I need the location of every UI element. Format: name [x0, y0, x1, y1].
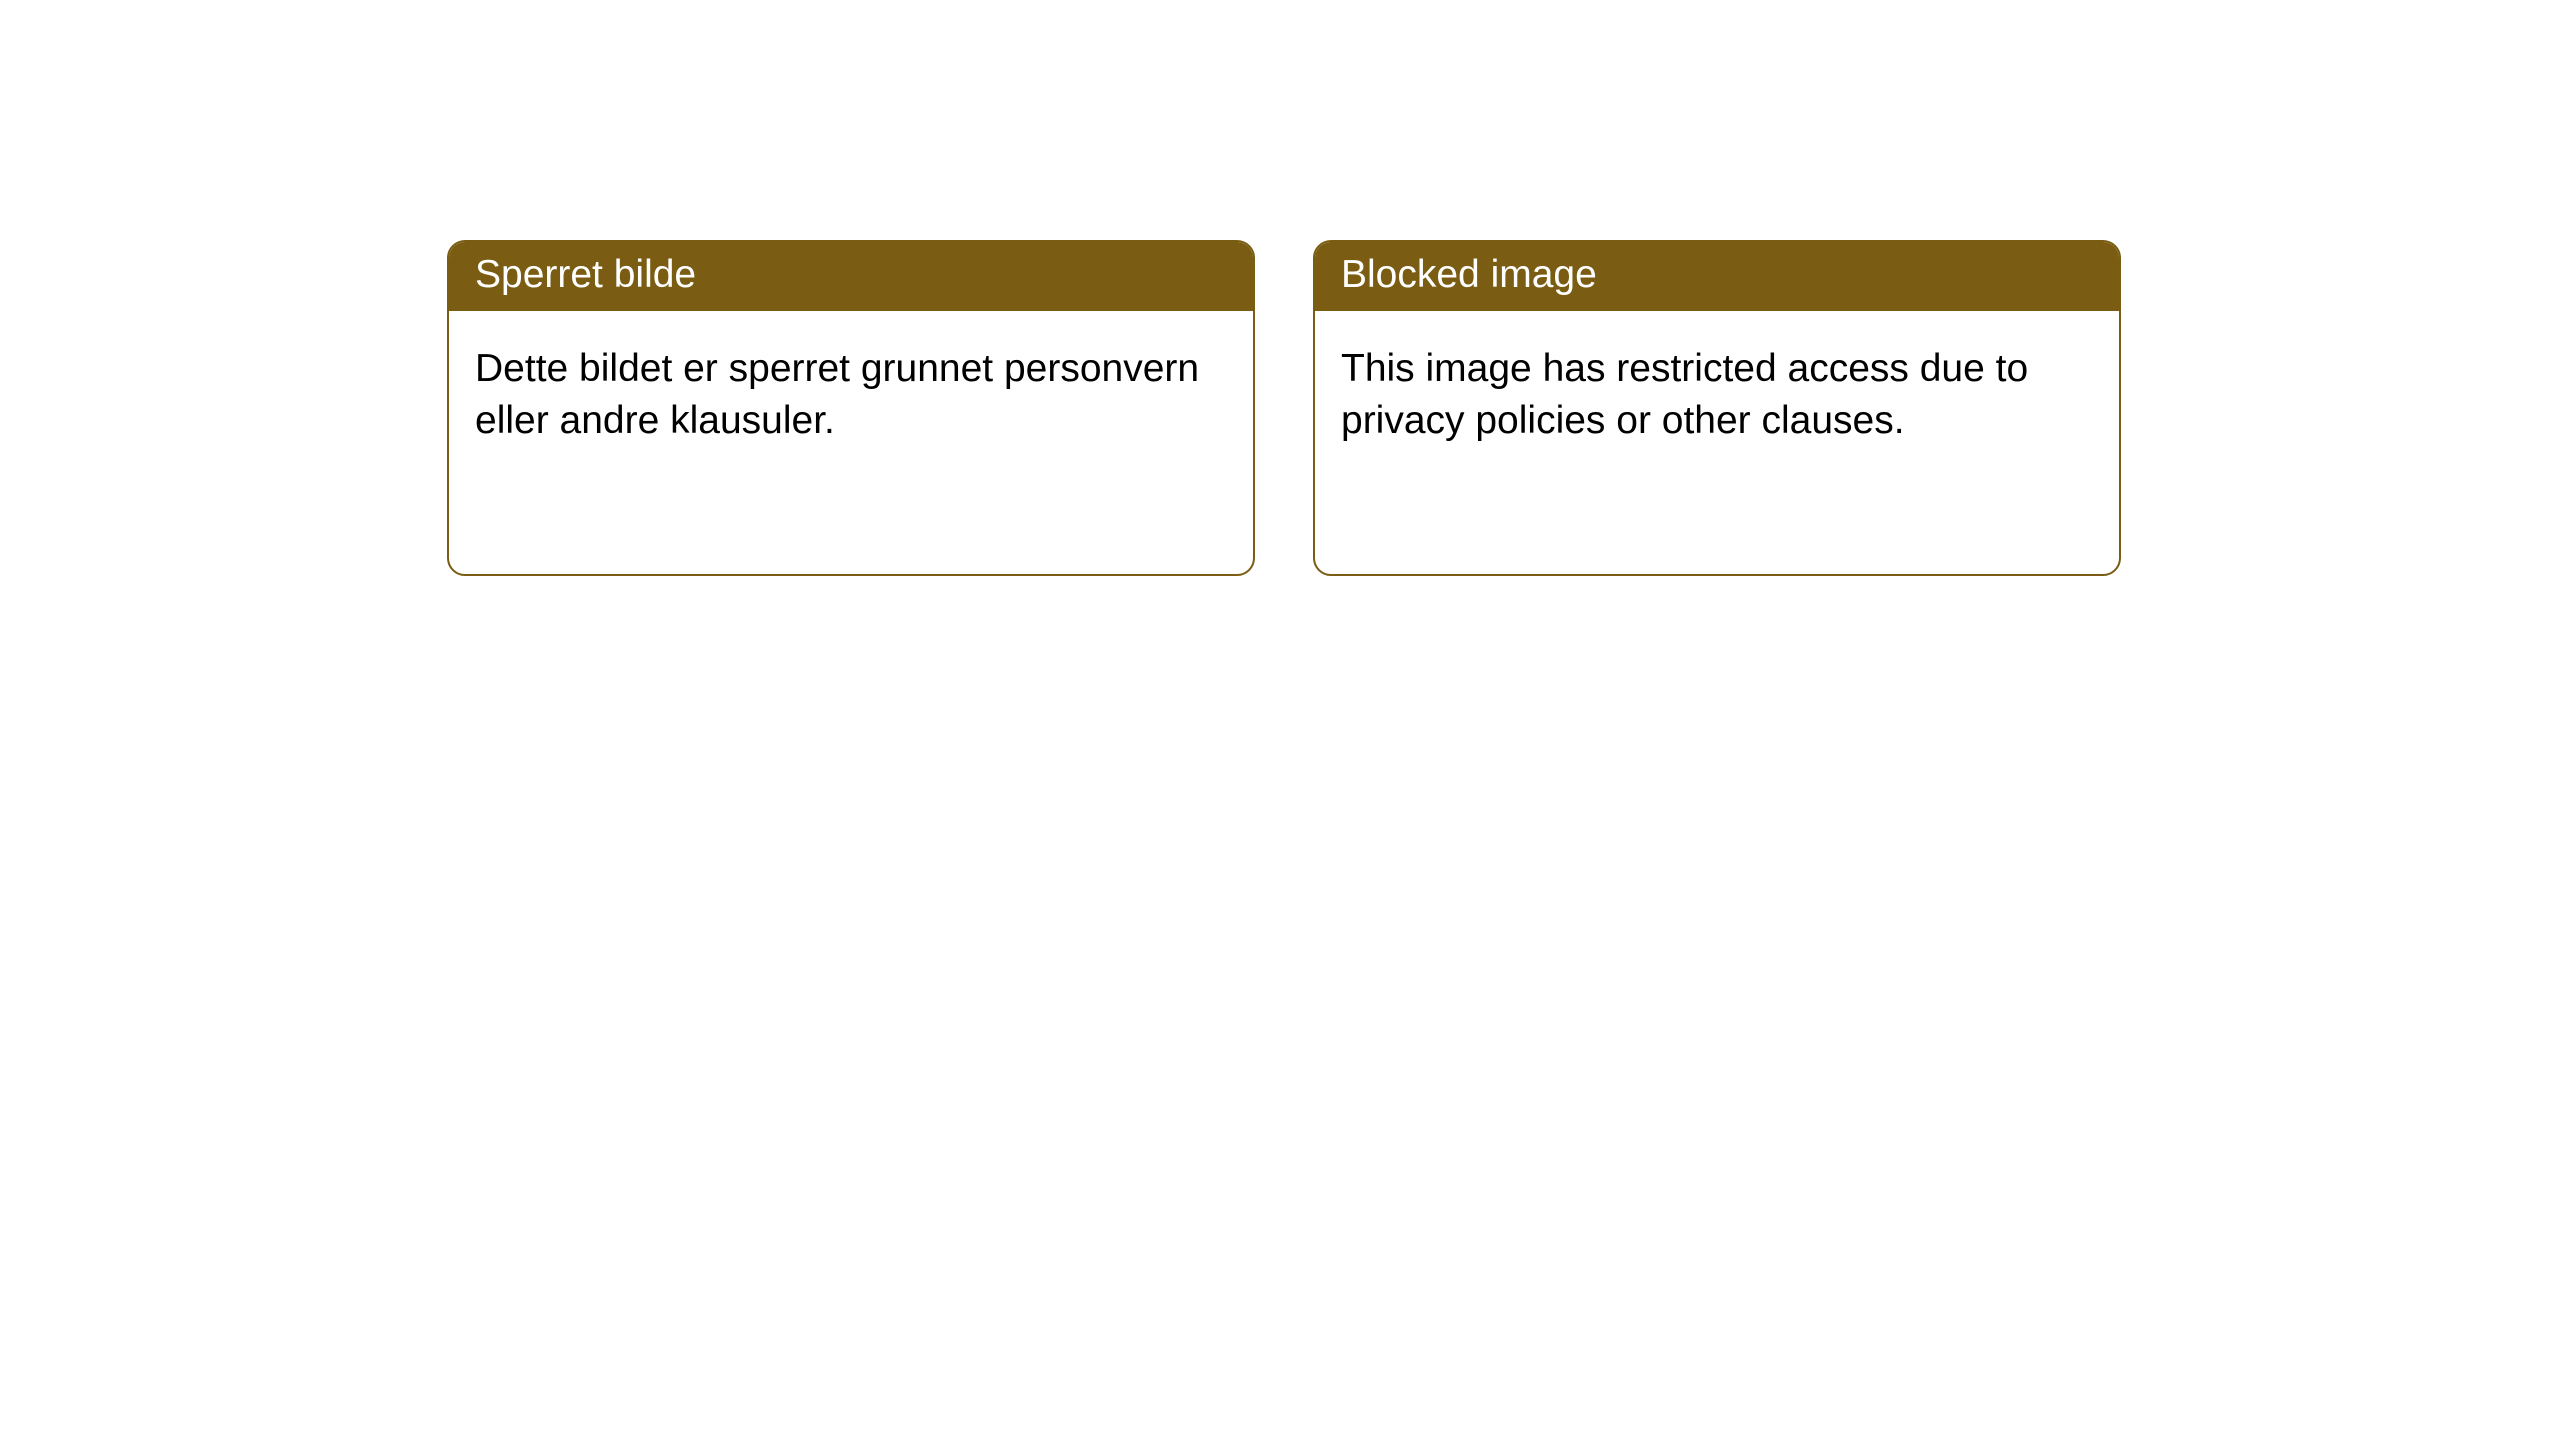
notice-box-norwegian: Sperret bilde Dette bildet er sperret gr…	[447, 240, 1255, 576]
notice-body-norwegian: Dette bildet er sperret grunnet personve…	[449, 311, 1253, 474]
notice-container: Sperret bilde Dette bildet er sperret gr…	[0, 0, 2560, 576]
notice-box-english: Blocked image This image has restricted …	[1313, 240, 2121, 576]
notice-body-english: This image has restricted access due to …	[1315, 311, 2119, 474]
notice-title-english: Blocked image	[1315, 242, 2119, 311]
notice-title-norwegian: Sperret bilde	[449, 242, 1253, 311]
